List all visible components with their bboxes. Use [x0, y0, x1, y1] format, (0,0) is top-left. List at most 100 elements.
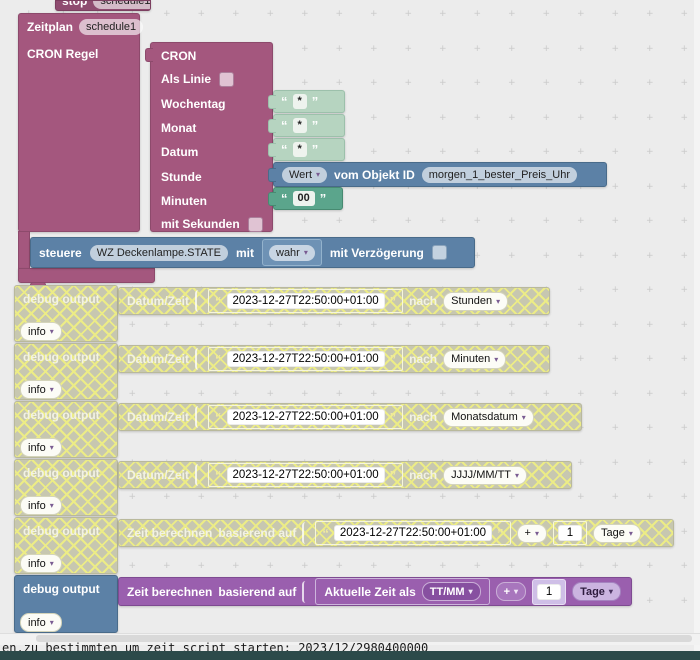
format-dropdown[interactable]: JJJJ/MM/TT ▾: [443, 465, 528, 485]
string-shadow-block[interactable]: “ 2023-12-27T22:50:00+01:00 ”: [208, 405, 404, 429]
string-shadow-block[interactable]: “ 2023-12-27T22:50:00+01:00 ”: [315, 521, 511, 545]
output-connector: [268, 192, 276, 206]
chevron-down-icon: ▾: [496, 296, 501, 306]
quote-open-icon: “: [281, 94, 288, 109]
chevron-down-icon: ▾: [515, 470, 520, 480]
chevron-down-icon: ▾: [303, 248, 308, 257]
amount-field[interactable]: 1: [537, 583, 562, 600]
datetime-value-field[interactable]: 2023-12-27T22:50:00+01:00: [226, 293, 385, 309]
chevron-down-icon: ▾: [49, 327, 54, 336]
debug-block-3[interactable]: debug output info ▾: [14, 401, 118, 458]
log-level-dropdown[interactable]: info ▾: [20, 380, 62, 399]
operator-dropdown[interactable]: + ▾: [495, 582, 527, 601]
datetime-label: Datum/Zeit: [127, 294, 190, 308]
debug-block-5[interactable]: debug output info ▾: [14, 517, 118, 574]
log-level-dropdown[interactable]: info ▾: [20, 322, 62, 341]
boolean-dropdown[interactable]: wahr ▾: [269, 244, 315, 261]
string-block-month[interactable]: “ * ”: [268, 114, 345, 137]
log-level-dropdown[interactable]: info ▾: [20, 613, 62, 632]
debug-block-6[interactable]: debug output info ▾: [14, 575, 118, 633]
amount-field[interactable]: 1: [557, 525, 582, 541]
chevron-down-icon: ▾: [316, 170, 321, 179]
format-dropdown[interactable]: Stunden ▾: [443, 291, 509, 311]
unit-dropdown[interactable]: Tage ▾: [572, 582, 621, 601]
time-calc-block-6[interactable]: Zeit berechnen basierend auf Aktuelle Ze…: [118, 577, 632, 606]
object-value-block[interactable]: Wert ▾ vom Objekt ID morgen_1_bester_Pre…: [268, 162, 607, 187]
boolean-selected: wahr: [276, 246, 300, 259]
current-time-label: Aktuelle Zeit als: [324, 584, 416, 599]
time-format-dropdown[interactable]: TT/MM ▾: [421, 582, 481, 601]
datetime-format-block-3[interactable]: Datum/Zeit “ 2023-12-27T22:50:00+01:00 ”…: [118, 403, 582, 431]
time-calc-block-5[interactable]: Zeit berechnen basierend auf “ 2023-12-2…: [118, 519, 674, 547]
datetime-format-block-4[interactable]: Datum/Zeit “ 2023-12-27T22:50:00+01:00 ”…: [118, 461, 572, 489]
log-level-selected: info: [28, 325, 46, 338]
weekday-value-field[interactable]: *: [292, 94, 307, 109]
current-time-block[interactable]: Aktuelle Zeit als TT/MM ▾: [315, 578, 490, 605]
value-attr-dropdown[interactable]: Wert ▾: [282, 166, 328, 183]
datetime-format-block-2[interactable]: Datum/Zeit “ 2023-12-27T22:50:00+01:00 ”…: [118, 345, 550, 373]
date-value-field[interactable]: *: [292, 142, 307, 157]
string-shadow-block[interactable]: “ 2023-12-27T22:50:00+01:00 ”: [208, 347, 404, 371]
datetime-value-field[interactable]: 2023-12-27T22:50:00+01:00: [226, 467, 385, 483]
chevron-down-icon: ▾: [628, 528, 633, 538]
clipped-top-block[interactable]: stop schedule1: [55, 0, 151, 11]
unit-dropdown[interactable]: Tage ▾: [592, 523, 641, 543]
log-level-dropdown[interactable]: info ▾: [20, 496, 62, 515]
cron-date-label: Datum: [161, 145, 199, 159]
debug-block-2[interactable]: debug output info ▾: [14, 343, 118, 400]
control-with-label: mit: [236, 245, 254, 260]
quote-open-icon: “: [322, 525, 329, 541]
boolean-value-block[interactable]: wahr ▾: [262, 239, 322, 266]
string-shadow-block[interactable]: “ 2023-12-27T22:50:00+01:00 ”: [208, 463, 404, 487]
schedule-block[interactable]: Zeitplan schedule1 CRON Regel: [18, 13, 144, 232]
month-value-field[interactable]: *: [292, 118, 307, 133]
as-line-checkbox[interactable]: [219, 71, 235, 87]
quote-close-icon: ”: [389, 293, 397, 309]
horizontal-scrollbar-thumb[interactable]: [36, 635, 692, 642]
number-shadow-block[interactable]: 1: [552, 521, 587, 545]
quote-close-icon: ”: [389, 409, 397, 425]
quote-open-icon: “: [215, 351, 222, 367]
format-dropdown[interactable]: Minuten ▾: [443, 349, 507, 369]
chevron-down-icon: ▾: [534, 528, 539, 538]
vertical-scrollbar-track[interactable]: [694, 0, 700, 660]
string-block-date[interactable]: “ * ”: [268, 138, 345, 161]
log-level-dropdown[interactable]: info ▾: [20, 554, 62, 573]
with-seconds-checkbox[interactable]: [247, 216, 263, 232]
quote-open-icon: “: [281, 118, 288, 133]
string-block-minutes[interactable]: “ 00 ”: [268, 187, 343, 210]
number-shadow-block[interactable]: 1: [532, 578, 567, 605]
cron-block[interactable]: CRON Als Linie Wochentag Monat Datum Stu…: [145, 42, 273, 232]
quote-open-icon: “: [281, 142, 288, 157]
chevron-down-icon: ▾: [49, 385, 54, 394]
object-id-field[interactable]: morgen_1_bester_Preis_Uhr: [421, 166, 577, 183]
datetime-value-field[interactable]: 2023-12-27T22:50:00+01:00: [226, 409, 385, 425]
control-block[interactable]: steuere WZ Deckenlampe.STATE mit wahr ▾ …: [30, 237, 475, 268]
log-level-selected: info: [28, 441, 46, 454]
datetime-value-field[interactable]: 2023-12-27T22:50:00+01:00: [333, 525, 492, 541]
debug-label: debug output: [23, 466, 100, 480]
control-object-id-field[interactable]: WZ Deckenlampe.STATE: [89, 244, 228, 261]
log-level-dropdown[interactable]: info ▾: [20, 438, 62, 457]
debug-label: debug output: [23, 582, 100, 596]
quote-open-icon: “: [215, 467, 222, 483]
delay-checkbox[interactable]: [431, 245, 447, 260]
format-selected: Stunden: [451, 295, 493, 307]
input-bracket: [195, 290, 202, 312]
datetime-format-block-1[interactable]: Datum/Zeit “ 2023-12-27T22:50:00+01:00 ”…: [118, 287, 550, 315]
string-shadow-block[interactable]: “ 2023-12-27T22:50:00+01:00 ”: [208, 289, 404, 313]
log-level-selected: info: [28, 616, 46, 629]
from-object-id-label: vom Objekt ID: [334, 167, 415, 182]
clipped-block-schedule-field[interactable]: schedule1: [93, 1, 150, 9]
datetime-value-field[interactable]: 2023-12-27T22:50:00+01:00: [226, 351, 385, 367]
schedule-name-field[interactable]: schedule1: [79, 19, 144, 35]
format-dropdown[interactable]: Monatsdatum ▾: [443, 407, 534, 427]
cron-as-line-label: Als Linie: [161, 72, 212, 86]
debug-block-4[interactable]: debug output info ▾: [14, 459, 118, 516]
quote-close-icon: ”: [319, 191, 327, 206]
debug-block-1[interactable]: debug output info ▾: [14, 285, 118, 342]
operator-dropdown[interactable]: + ▾: [516, 523, 547, 543]
minutes-value-field[interactable]: 00: [292, 191, 315, 206]
string-block-weekday[interactable]: “ * ”: [268, 90, 345, 113]
